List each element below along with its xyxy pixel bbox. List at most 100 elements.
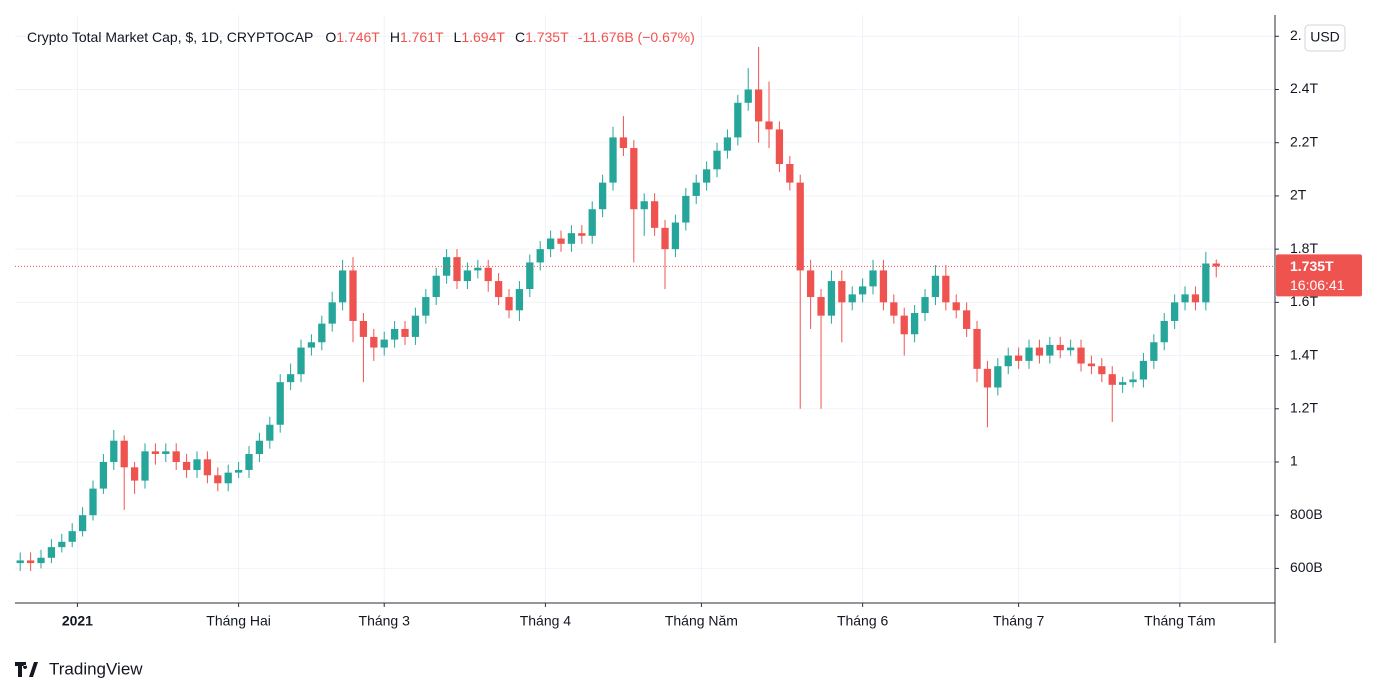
candle-body (411, 315, 420, 337)
ohlc-value: 1.746T (336, 29, 380, 45)
candle-body (983, 368, 992, 388)
candle-body (557, 238, 565, 244)
candle-body (942, 275, 950, 303)
candle-body (214, 475, 222, 484)
candle-body (463, 270, 472, 282)
candle-body (650, 201, 659, 228)
candle-body (765, 121, 773, 130)
candle-body (78, 515, 87, 532)
candle-body (796, 182, 804, 271)
x-tick-label: Tháng Hai (206, 613, 271, 629)
candle-body (588, 209, 596, 236)
candle-body (1129, 379, 1137, 383)
candle-body (578, 233, 586, 236)
candle-body (838, 281, 846, 303)
candle-body (713, 150, 721, 170)
candle-body (671, 222, 680, 250)
y-tick-label: 2T (1290, 187, 1307, 203)
candle-body (338, 270, 347, 303)
change: -11.676B (−0.67%) (578, 29, 695, 45)
ohlc-key: L (454, 29, 462, 45)
candle-body (858, 286, 867, 295)
candle-body (432, 275, 440, 298)
y-tick-label: 1.6T (1290, 293, 1318, 309)
ohlc-key: H (390, 29, 400, 45)
y-tick-label: 2.2T (1290, 133, 1318, 149)
x-tick-label: Tháng Tám (1144, 613, 1215, 629)
candle-body (203, 459, 212, 476)
header: Crypto Total Market Cap, $, 1D, CRYPTOCA… (27, 29, 695, 45)
candle-body (266, 424, 274, 441)
candle-body (879, 270, 888, 303)
candle-body (182, 461, 191, 470)
candle-body (692, 182, 700, 196)
last-price-label: 1.735T (1290, 258, 1334, 274)
candle-body (276, 382, 284, 425)
ohlc-key: O (325, 29, 336, 45)
y-tick-label: 2.4T (1290, 80, 1318, 96)
candle-body (1160, 320, 1168, 343)
candle-body (546, 238, 555, 250)
candle-body (286, 374, 295, 383)
title: Crypto Total Market Cap, $, 1D, CRYPTOCA… (27, 29, 313, 45)
ohlc-value: 1.694T (461, 29, 505, 45)
candle-body (318, 323, 326, 343)
ohlc-value: 1.735T (525, 29, 569, 45)
candle-body (806, 270, 815, 298)
candle-body (1014, 355, 1023, 361)
candle-body (848, 294, 856, 303)
candle-body (453, 257, 461, 282)
candle-body (474, 267, 482, 271)
candle-body (151, 451, 160, 455)
candle-body (723, 137, 732, 151)
countdown: 16:06:41 (1290, 277, 1345, 293)
candle-body (1118, 382, 1127, 385)
candle-body (255, 440, 264, 455)
candle-body (1212, 263, 1220, 267)
candle-body (1202, 263, 1210, 303)
candle-body (1056, 344, 1064, 351)
candle-body (47, 547, 56, 558)
ohlc-key: C (515, 29, 525, 45)
candle-body (172, 451, 180, 462)
candle-body (234, 469, 243, 473)
candle-body (526, 262, 534, 290)
candle-body (484, 267, 492, 282)
candle-body (1181, 294, 1189, 303)
candle-body (1108, 374, 1116, 385)
y-tick-label: 1.2T (1290, 399, 1318, 415)
candle-body (1170, 302, 1179, 321)
candle-body (598, 182, 607, 210)
brand: TradingView (49, 659, 143, 678)
candle-body (567, 233, 576, 244)
y-tick-label: 1.4T (1290, 346, 1318, 362)
currency[interactable]: USD (1310, 29, 1340, 45)
candle-body (640, 201, 648, 210)
y-tick-label: 2. (1290, 27, 1302, 43)
candle-body (890, 302, 898, 316)
candle-body (380, 339, 388, 348)
candle-body (817, 297, 825, 316)
x-tick-label: Tháng 4 (520, 613, 572, 629)
candle-body (744, 89, 752, 103)
candle-body (162, 451, 170, 455)
candle-body (328, 302, 336, 324)
candle-body (910, 312, 919, 335)
x-tick-label: Tháng 6 (837, 613, 889, 629)
candle-body (931, 275, 940, 298)
candle-body (141, 451, 149, 481)
candle-body (609, 137, 617, 183)
candle-body (661, 227, 669, 250)
candle-body (994, 366, 1002, 388)
currency-box[interactable] (1304, 24, 1346, 52)
y-tick-label: 1.8T (1290, 240, 1318, 256)
candle-body (16, 560, 24, 564)
candle-body (1025, 347, 1033, 361)
candle-body (827, 281, 836, 316)
candle-body (37, 557, 45, 564)
y-tick-label: 800B (1290, 506, 1323, 522)
axes: 600B 800B 1 1.2T 1.4T 1.6T 1.8T 2T 2.2T 2.4T 2. 202… (62, 27, 1323, 629)
candle-body (110, 440, 118, 462)
candle-body (754, 89, 763, 122)
